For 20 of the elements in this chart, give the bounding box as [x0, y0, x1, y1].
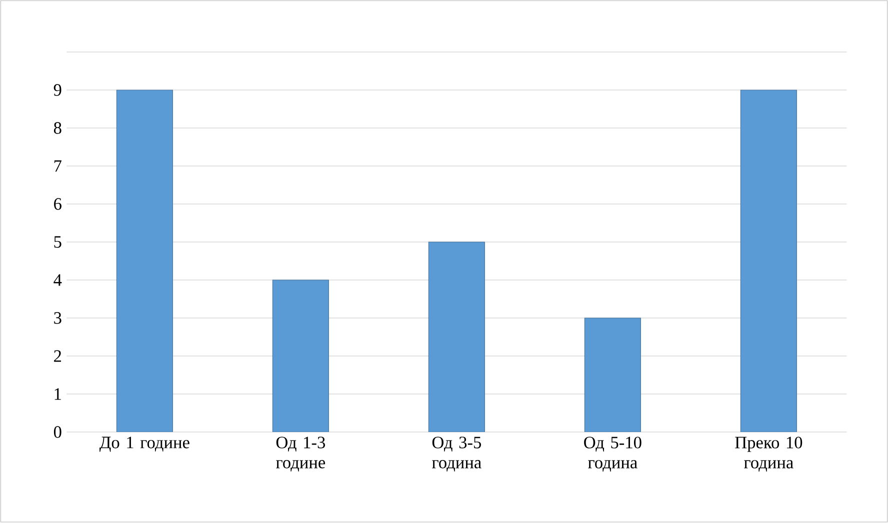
- y-tick-label: 8: [54, 122, 62, 134]
- y-tick-label: 4: [54, 274, 62, 286]
- x-tick-label: Од 5-10 година: [584, 436, 642, 472]
- bar: [740, 90, 797, 432]
- y-tick-label: 6: [54, 198, 62, 210]
- x-tick-label: Преко 10 година: [735, 436, 802, 472]
- y-tick-label: 2: [54, 350, 62, 362]
- y-tick-label: 7: [54, 160, 62, 172]
- bar: [272, 280, 329, 432]
- y-tick-label: 0: [54, 426, 62, 438]
- bar: [584, 318, 641, 432]
- y-tick-label: 5: [54, 236, 62, 248]
- y-tick-label: 3: [54, 312, 62, 324]
- y-tick-label: 1: [54, 388, 61, 400]
- x-tick-label: Од 1-3 године: [276, 436, 326, 472]
- y-tick-label: 9: [54, 84, 62, 96]
- bar: [428, 242, 485, 432]
- x-tick-label: Од 3-5 година: [432, 436, 482, 472]
- bar: [116, 90, 173, 432]
- x-tick-label: До 1 године: [99, 436, 190, 452]
